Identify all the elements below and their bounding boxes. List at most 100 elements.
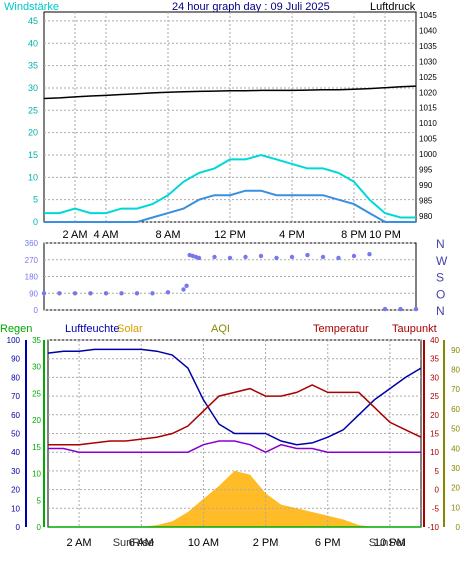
direction-point bbox=[72, 291, 78, 296]
pressure-tick-label: 1020 bbox=[419, 88, 437, 97]
time-tick-label: 4 PM bbox=[279, 229, 305, 241]
direction-point bbox=[212, 254, 217, 260]
direction-point bbox=[289, 254, 295, 260]
humidity-tick-label: 0 bbox=[16, 523, 21, 532]
direction-degree-label: 0 bbox=[34, 306, 39, 315]
series-line-Windstärke bbox=[44, 189, 416, 223]
humidity-tick-label: 10 bbox=[11, 504, 20, 513]
time-tick-label: 10 PM bbox=[369, 229, 401, 241]
time-tick-label: 6 AM bbox=[129, 537, 154, 549]
wind-tick-label: 25 bbox=[28, 105, 38, 115]
direction-point bbox=[243, 254, 248, 260]
time-tick-label: 12 PM bbox=[214, 229, 246, 241]
compass-label: W bbox=[436, 254, 448, 268]
direction-point bbox=[134, 291, 140, 296]
aqi-tick-label: 70 bbox=[451, 385, 460, 394]
direction-degree-label: 90 bbox=[29, 289, 38, 298]
direction-point bbox=[382, 306, 388, 312]
pressure-tick-label: 1010 bbox=[419, 119, 437, 128]
direction-degree-label: 180 bbox=[25, 273, 39, 282]
direction-point bbox=[227, 255, 233, 261]
legend-temperature: Temperatur bbox=[313, 323, 369, 335]
sunset-label: SunSet bbox=[369, 537, 405, 549]
aqi-tick-label: 20 bbox=[451, 484, 460, 493]
rain-tick-label: 5 bbox=[37, 496, 42, 505]
pressure-tick-label: 1000 bbox=[419, 150, 437, 159]
temperature-tick-label: 25 bbox=[430, 392, 439, 401]
aqi-tick-label: 40 bbox=[451, 444, 460, 453]
rain-tick-label: 15 bbox=[32, 443, 41, 452]
rain-tick-label: 20 bbox=[32, 416, 41, 425]
humidity-tick-label: 100 bbox=[7, 336, 21, 345]
humidity-tick-label: 90 bbox=[11, 355, 20, 364]
direction-point bbox=[367, 252, 372, 257]
direction-point bbox=[181, 287, 186, 292]
wind-tick-label: 30 bbox=[28, 83, 38, 93]
pressure-tick-label: 1015 bbox=[419, 104, 437, 113]
temperature-tick-label: 35 bbox=[430, 355, 439, 364]
pressure-tick-label: 995 bbox=[419, 166, 433, 175]
rain-tick-label: 10 bbox=[32, 470, 41, 479]
temperature-tick-label: 10 bbox=[430, 448, 439, 457]
compass-label: S bbox=[436, 271, 444, 285]
aqi-tick-label: 0 bbox=[456, 523, 461, 532]
direction-point bbox=[184, 283, 189, 288]
direction-point bbox=[305, 252, 310, 258]
wind-tick-label: 45 bbox=[28, 16, 38, 26]
rain-tick-label: 30 bbox=[32, 363, 41, 372]
pressure-tick-label: 1035 bbox=[419, 42, 437, 51]
time-tick-label: 6 PM bbox=[315, 537, 341, 549]
aqi-tick-label: 50 bbox=[451, 425, 460, 434]
time-tick-label: 10 PM bbox=[374, 537, 406, 549]
temperature-tick-label: 40 bbox=[430, 336, 439, 345]
sunrise-label: SunRise bbox=[113, 537, 155, 549]
compass-label: N bbox=[436, 237, 445, 251]
wind-direction-panel: 0 N 90 O 180 S 270 W 360 N bbox=[25, 237, 448, 318]
wind-tick-label: 5 bbox=[33, 195, 38, 205]
direction-point bbox=[41, 291, 47, 296]
series-line-Temperatur bbox=[48, 384, 422, 446]
temperature-tick-label: 15 bbox=[430, 430, 439, 439]
direction-point bbox=[413, 306, 419, 312]
direction-point bbox=[57, 291, 62, 296]
humidity-temperature-panel: 0102030405060708090100-10-50510152025303… bbox=[7, 336, 461, 549]
direction-point bbox=[103, 291, 109, 296]
wind-tick-label: 10 bbox=[28, 172, 38, 182]
time-tick-label: 8 AM bbox=[155, 229, 180, 241]
solar-area bbox=[48, 470, 421, 527]
legend-humidity: Luftfeuchte bbox=[65, 323, 119, 335]
direction-degree-label: 360 bbox=[25, 239, 39, 248]
temperature-tick-label: -5 bbox=[432, 504, 440, 513]
humidity-tick-label: 30 bbox=[11, 467, 20, 476]
pressure-tick-label: 1040 bbox=[419, 27, 437, 36]
direction-point bbox=[150, 291, 155, 296]
direction-point bbox=[351, 253, 357, 259]
time-tick-label: 2 AM bbox=[67, 537, 92, 549]
time-tick-label: 10 AM bbox=[188, 537, 219, 549]
aqi-tick-label: 90 bbox=[451, 346, 460, 355]
time-tick-label: 2 PM bbox=[253, 537, 279, 549]
direction-point bbox=[274, 255, 279, 261]
time-tick-label: 2 AM bbox=[62, 229, 87, 241]
series-line-Luftdruck bbox=[43, 85, 417, 100]
time-tick-label: 8 PM bbox=[341, 229, 367, 241]
wind-tick-label: 0 bbox=[33, 217, 38, 227]
pressure-tick-label: 1025 bbox=[419, 73, 437, 82]
humidity-tick-label: 40 bbox=[11, 448, 20, 457]
rain-tick-label: 25 bbox=[32, 389, 41, 398]
humidity-tick-label: 70 bbox=[11, 392, 20, 401]
legend-dewpoint: Taupunkt bbox=[392, 323, 437, 335]
aqi-tick-label: 60 bbox=[451, 405, 460, 414]
compass-label: O bbox=[436, 287, 445, 301]
pressure-tick-label: 1045 bbox=[419, 11, 437, 20]
pressure-tick-label: 1030 bbox=[419, 57, 437, 66]
direction-point bbox=[119, 291, 124, 296]
pressure-tick-label: 985 bbox=[419, 196, 433, 205]
aqi-tick-label: 10 bbox=[451, 503, 460, 512]
legend-solar: Solar bbox=[117, 323, 143, 335]
direction-point bbox=[398, 306, 403, 312]
time-tick-label: 4 AM bbox=[93, 229, 118, 241]
wind-axis-label: Windstärke bbox=[4, 1, 59, 13]
